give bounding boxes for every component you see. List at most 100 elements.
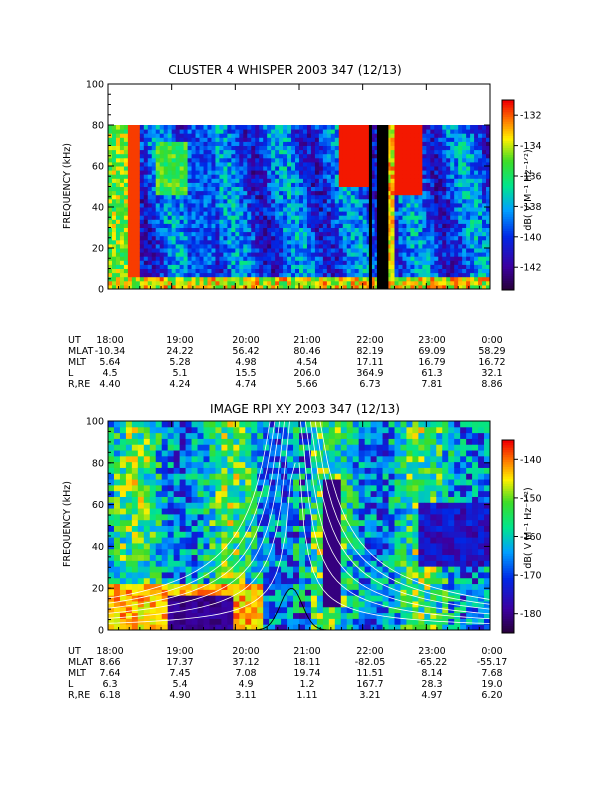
spectrogram-cell xyxy=(374,215,380,220)
spectrogram-cell xyxy=(197,618,204,625)
spectrogram-cell xyxy=(155,260,161,265)
colorbar-swatch xyxy=(502,168,514,172)
spectrogram-cell xyxy=(474,276,479,282)
spectrogram-cell xyxy=(221,606,228,614)
spectrogram-cell xyxy=(287,227,292,233)
spectrogram-cell xyxy=(115,133,121,138)
spectrogram-cell xyxy=(406,260,411,265)
spectrogram-cell xyxy=(302,231,308,237)
spectrogram-cell xyxy=(108,202,113,208)
spectrogram-cell xyxy=(211,268,216,274)
spectrogram-cell xyxy=(466,133,471,138)
spectrogram-cell xyxy=(346,157,352,163)
spectrogram-cell xyxy=(207,170,212,175)
spectrogram-cell xyxy=(279,170,284,175)
spectrogram-cell xyxy=(466,280,471,286)
spectrogram-cell xyxy=(482,170,487,175)
spectrogram-cell xyxy=(454,182,459,187)
ephemeris-value: 0:00 xyxy=(481,335,502,346)
spectrogram-cell xyxy=(221,571,228,579)
spectrogram-cell xyxy=(374,284,380,290)
spectrogram-cell xyxy=(151,157,157,163)
spectrogram-cell xyxy=(350,280,356,286)
spectrogram-cell xyxy=(187,207,193,212)
spectrogram-cell xyxy=(275,280,280,286)
spectrogram-cell xyxy=(370,166,376,171)
spectrogram-cell xyxy=(418,239,423,245)
spectrogram-cell xyxy=(314,235,320,241)
spectrogram-cell xyxy=(163,231,169,237)
spectrogram-cell xyxy=(127,190,133,196)
spectrogram-cell xyxy=(295,235,300,241)
spectrogram-cell xyxy=(486,125,491,130)
spectrogram-cell xyxy=(163,235,169,241)
spectrogram-cell xyxy=(197,513,204,521)
spectrogram-cell xyxy=(111,157,117,163)
spectrogram-cell xyxy=(295,194,300,200)
spectrogram-cell xyxy=(354,170,360,175)
spectrogram-cell xyxy=(426,260,431,265)
colorbar-swatch xyxy=(502,216,514,220)
spectrogram-cell xyxy=(426,190,431,196)
spectrogram-cell xyxy=(283,153,288,159)
spectrogram-cell xyxy=(255,268,260,274)
spectrogram-cell xyxy=(346,276,352,282)
spectrogram-cell xyxy=(233,490,240,497)
spectrogram-cell xyxy=(306,129,312,134)
spectrogram-cell xyxy=(398,215,403,220)
spectrogram-cell xyxy=(179,444,187,451)
spectrogram-cell xyxy=(310,235,316,241)
spectrogram-cell xyxy=(223,243,228,249)
spectrogram-cell xyxy=(139,276,145,282)
spectrogram-cell xyxy=(275,153,280,159)
spectrogram-cell xyxy=(175,284,181,290)
spectrogram-cell xyxy=(257,583,264,590)
spectrogram-cell xyxy=(147,223,153,228)
spectrogram-cell xyxy=(173,537,181,544)
spectrogram-cell xyxy=(287,243,292,249)
spectrogram-cell xyxy=(442,252,447,257)
spectrogram-cell xyxy=(251,618,258,625)
spectrogram-cell xyxy=(215,149,220,155)
spectrogram-cell xyxy=(215,548,222,556)
spectrogram-cell xyxy=(203,170,208,175)
spectrogram-cell xyxy=(251,161,256,167)
spectrogram-cell xyxy=(314,194,320,200)
spectrogram-cell xyxy=(438,272,443,278)
spectrogram-cell xyxy=(354,276,360,282)
spectrogram-cell xyxy=(454,202,459,208)
spectrogram-cell xyxy=(149,444,157,451)
spectrogram-cell xyxy=(334,153,340,159)
spectrogram-cell xyxy=(179,182,185,187)
spectrogram-cell xyxy=(287,194,292,200)
spectrogram-cell xyxy=(163,248,169,253)
spectrogram-cell xyxy=(155,174,161,179)
spectrogram-cell xyxy=(123,174,129,179)
spectrogram-cell xyxy=(462,211,467,216)
spectrogram-cell xyxy=(354,186,360,192)
spectrogram-cell xyxy=(338,280,344,286)
spectrogram-cell xyxy=(374,239,380,245)
spectrogram-cell xyxy=(322,256,328,261)
spectrogram-cell xyxy=(251,223,256,228)
spectrogram-cell xyxy=(179,583,187,590)
spectrogram-cell xyxy=(291,202,296,208)
spectrogram-cell xyxy=(135,170,141,175)
spectrogram-cell xyxy=(111,284,117,290)
spectrogram-cell xyxy=(173,606,181,614)
spectrogram-cell xyxy=(115,166,121,171)
spectrogram-cell xyxy=(159,194,165,200)
spectrogram-cell xyxy=(259,256,264,261)
spectrogram-cell xyxy=(482,243,487,249)
spectrogram-cell xyxy=(215,421,222,428)
spectrogram-cell xyxy=(119,182,125,187)
spectrogram-cell xyxy=(330,248,336,253)
spectrogram-cell xyxy=(151,248,157,253)
spectrogram-cell xyxy=(233,502,240,509)
spectrogram-cell xyxy=(299,133,304,138)
spectrogram-cell xyxy=(366,129,372,134)
spectrogram-cell xyxy=(197,548,204,556)
spectrogram-cell xyxy=(115,161,121,167)
spectrogram-cell xyxy=(173,618,181,625)
spectrogram-cell xyxy=(430,248,435,253)
